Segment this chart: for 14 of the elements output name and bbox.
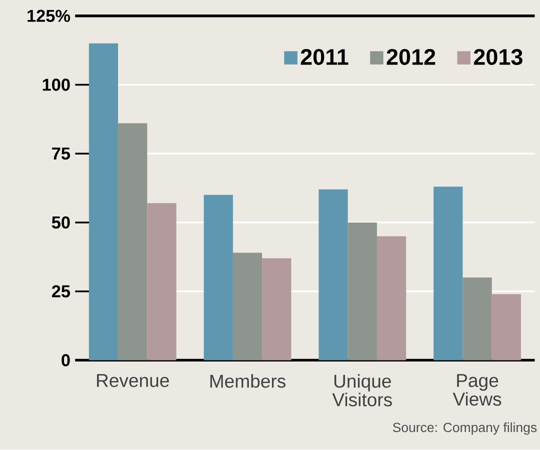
y-tick-label: 0 bbox=[62, 354, 70, 366]
legend-label: 2012 bbox=[386, 49, 436, 66]
legend-label: 2011 bbox=[300, 49, 348, 66]
x-tick-label: Page Views bbox=[452, 374, 502, 406]
x-tick-label: Revenue bbox=[97, 374, 169, 388]
y-tick-label: 50 bbox=[52, 216, 70, 229]
y-tick-label: 125% bbox=[28, 10, 70, 22]
legend-label: 2013 bbox=[474, 49, 522, 66]
y-tick-label: 100 bbox=[42, 78, 70, 92]
x-tick-label: Unique Visitors bbox=[332, 374, 392, 407]
source-note: Source: Company filings bbox=[392, 422, 537, 435]
y-tick-label: 75 bbox=[52, 148, 70, 160]
x-tick-label: Members bbox=[210, 374, 286, 388]
y-tick-label: 25 bbox=[52, 285, 70, 298]
